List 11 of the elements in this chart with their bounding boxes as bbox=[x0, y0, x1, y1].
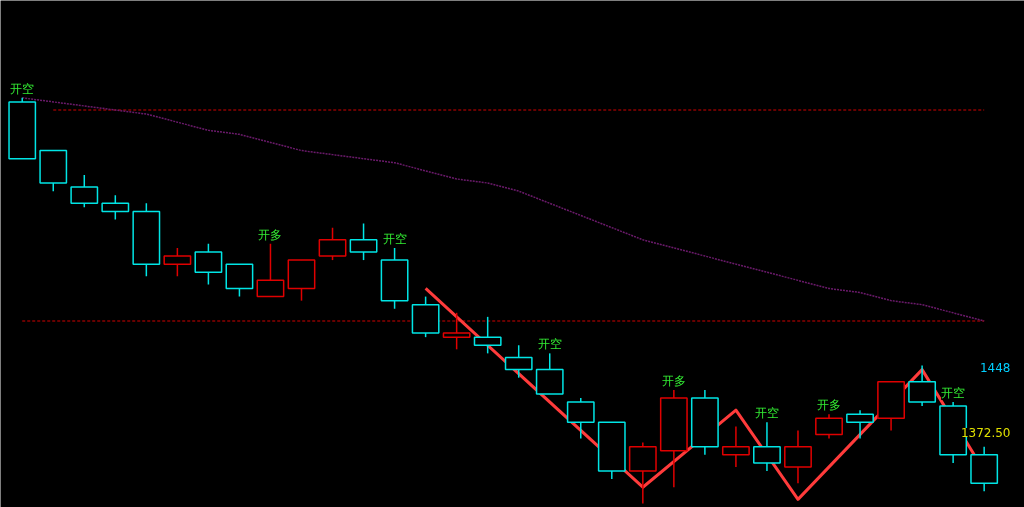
text: 开空 bbox=[537, 337, 562, 352]
text: 开多 bbox=[258, 227, 283, 242]
text: 开空 bbox=[382, 231, 407, 246]
text: 开空 bbox=[10, 81, 35, 96]
candlestick bbox=[442, 312, 471, 351]
annotation: 1448 bbox=[979, 361, 1011, 375]
text: 开空 bbox=[754, 406, 779, 421]
text: 开多 bbox=[817, 398, 842, 413]
text: 开多 bbox=[661, 373, 686, 388]
annotation: 1372.50 bbox=[960, 426, 1011, 440]
text: 开空 bbox=[941, 386, 966, 401]
